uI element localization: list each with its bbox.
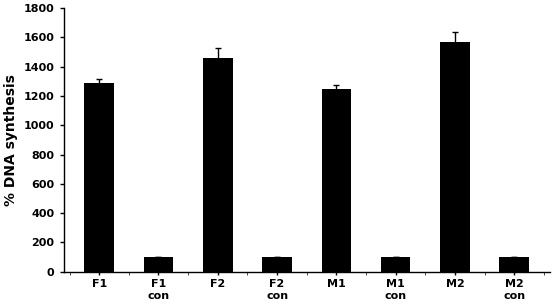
Bar bbox=[84, 83, 114, 271]
Bar bbox=[262, 257, 292, 271]
Bar bbox=[203, 58, 233, 271]
Y-axis label: % DNA synthesis: % DNA synthesis bbox=[4, 74, 18, 206]
Bar bbox=[440, 42, 470, 271]
Bar bbox=[143, 257, 173, 271]
Bar bbox=[321, 89, 351, 271]
Bar bbox=[500, 257, 529, 271]
Bar bbox=[381, 257, 411, 271]
